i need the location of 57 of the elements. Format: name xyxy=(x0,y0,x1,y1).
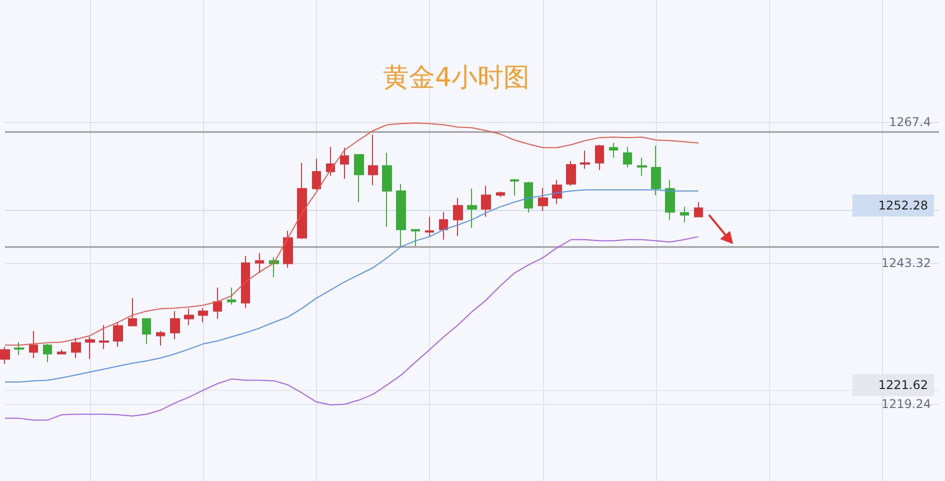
candlestick xyxy=(623,146,632,168)
candlestick xyxy=(580,150,590,170)
candlestick xyxy=(213,287,222,320)
y-tick-label: 1243.32 xyxy=(881,256,931,270)
candlestick xyxy=(637,157,647,176)
candlestick xyxy=(255,252,264,274)
candlestick xyxy=(680,206,689,223)
candlestick xyxy=(128,298,137,326)
candlestick xyxy=(453,198,463,237)
candlestick xyxy=(170,310,180,340)
candlestick xyxy=(283,230,293,268)
candlestick xyxy=(85,336,95,360)
candlestick xyxy=(0,346,10,364)
ref-line-label: 1221.62 xyxy=(878,378,928,392)
candlestick xyxy=(269,256,279,278)
candlestick xyxy=(524,181,533,214)
line-series xyxy=(4,189,699,382)
candlestick xyxy=(538,188,548,212)
candlestick xyxy=(71,338,81,358)
candlestick xyxy=(57,349,66,354)
text: 黄金4小时图 xyxy=(383,63,530,93)
candlestick xyxy=(198,308,208,323)
candlestick xyxy=(227,287,236,306)
candlestick xyxy=(382,152,392,228)
candlestick xyxy=(552,179,562,204)
candlestick xyxy=(297,162,307,240)
candlestick xyxy=(312,158,321,190)
candlestick xyxy=(113,322,123,348)
candlestick xyxy=(425,216,434,237)
candlestick xyxy=(467,188,477,228)
y-tick-label: 1267.4 xyxy=(889,114,931,129)
candlestick xyxy=(340,147,349,180)
candlestick xyxy=(368,134,378,186)
candlestick xyxy=(99,324,109,350)
candlestick xyxy=(142,318,151,344)
candlestick xyxy=(29,330,38,358)
candlestick xyxy=(354,154,364,203)
candlestick xyxy=(411,229,420,247)
candlestick xyxy=(241,256,250,309)
candlestick xyxy=(396,183,406,248)
candlestick xyxy=(595,144,604,170)
ref-line-label: 1252.28 xyxy=(878,198,928,212)
line-series xyxy=(4,122,699,346)
y-tick-label: 1219.24 xyxy=(881,397,931,412)
candlestick xyxy=(481,185,491,218)
candlestick xyxy=(694,202,703,218)
candlestick xyxy=(566,160,576,186)
line-series xyxy=(4,236,699,421)
candlestick xyxy=(156,330,165,346)
candlestick xyxy=(510,178,519,196)
candlestick xyxy=(609,142,618,158)
candlestick xyxy=(665,179,675,220)
candlestick xyxy=(651,145,661,196)
candlestick xyxy=(496,191,505,198)
candlestick xyxy=(43,343,52,363)
candlestick xyxy=(439,212,448,240)
candlestick xyxy=(184,308,194,326)
